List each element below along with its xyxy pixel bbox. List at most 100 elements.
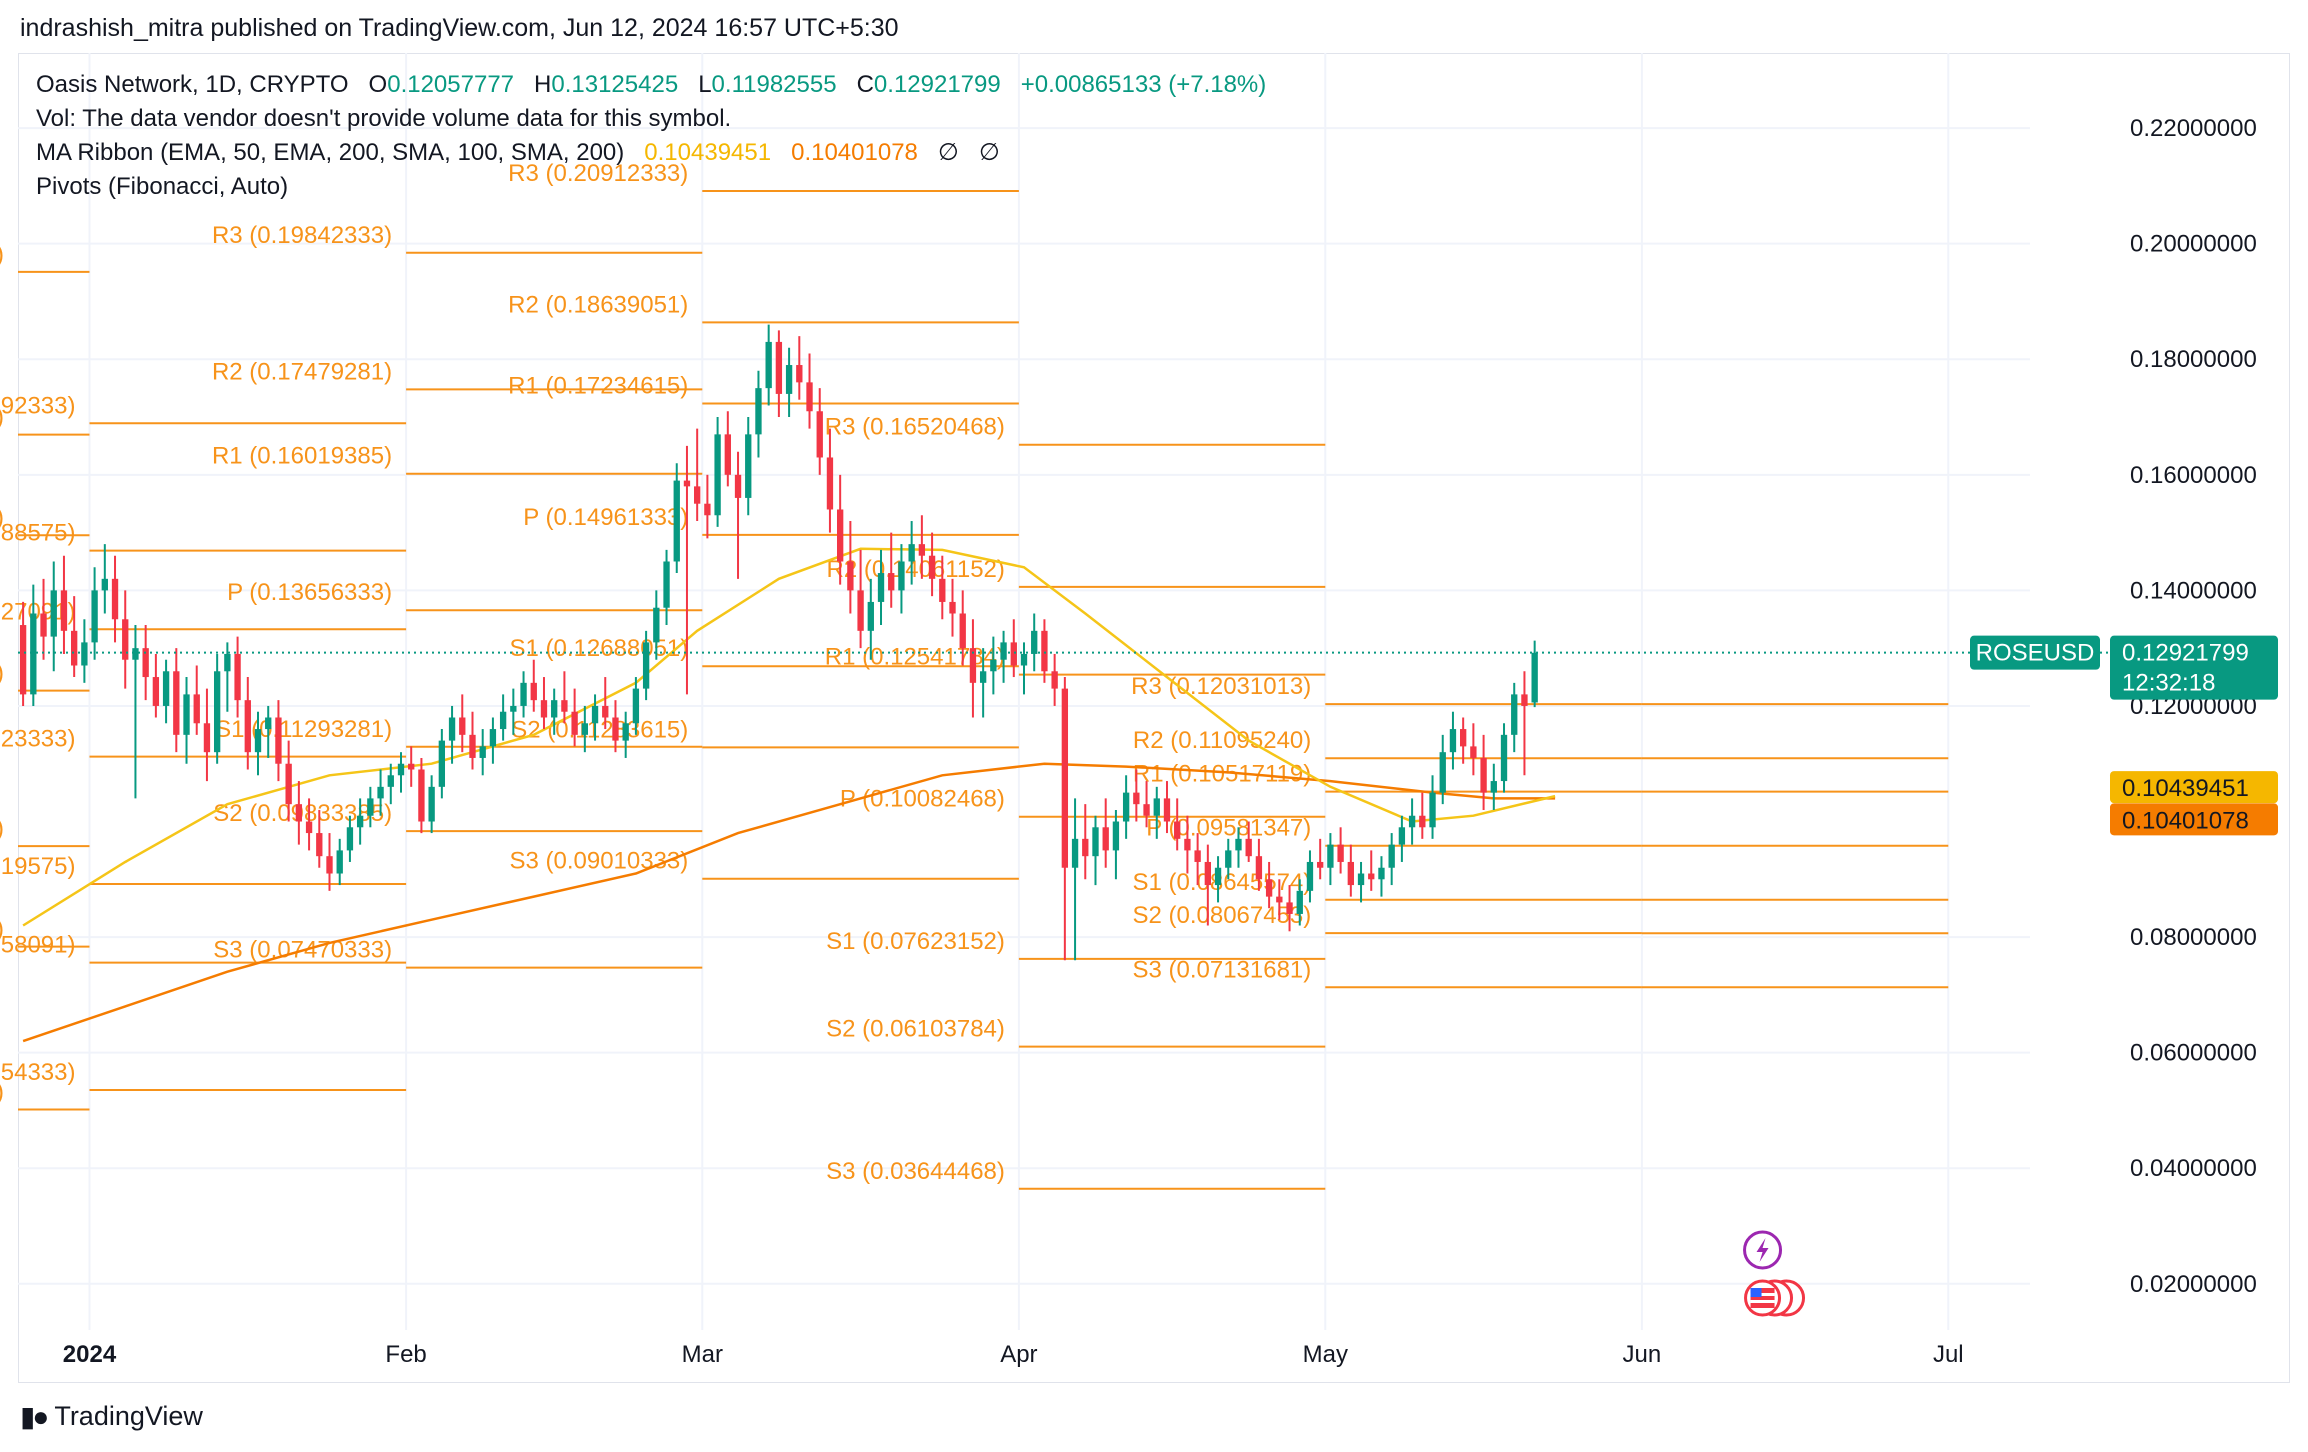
ma-value-tag [2110, 803, 2278, 836]
pivot-label: R2 (0.18639051) [508, 291, 688, 318]
candle-body [806, 382, 813, 412]
candle-body [265, 717, 272, 730]
legend-ma-value-2: 0.10401078 [791, 139, 918, 166]
pivot-label: S1 (0.12688051) [509, 635, 688, 662]
grid-layer [18, 53, 2030, 1330]
candle-body [1194, 850, 1201, 862]
legend-open-label: O [368, 71, 388, 98]
pivot-label: R2 (0.14688575) [0, 520, 75, 547]
candle-body [1143, 804, 1150, 816]
candle-body [81, 642, 88, 666]
candle-body [367, 798, 374, 816]
candle-body [939, 578, 946, 602]
candle-body [663, 561, 670, 608]
pivot-label: R3 (0.16892333) [0, 392, 75, 419]
candle-body [734, 474, 742, 498]
candle-body [1398, 827, 1406, 845]
candle-body [765, 341, 772, 389]
candle-body [1092, 827, 1099, 857]
candle-body [408, 763, 415, 770]
candle-body [1306, 861, 1314, 891]
candle-body [122, 619, 129, 660]
x-tick-label: Mar [682, 1341, 723, 1368]
candle-body [745, 434, 752, 498]
candle-body [979, 671, 987, 683]
us-flag-event-icon [1744, 1279, 1806, 1317]
pivot-label: R3 (0.16520468) [825, 414, 1005, 441]
candle-body [387, 775, 394, 787]
candle-body [724, 434, 731, 475]
y-tick-label: 0.18000000 [2130, 346, 2257, 373]
legend-high-label: H [534, 71, 552, 98]
candle-body [1347, 861, 1354, 886]
chart-legend: Oasis Network, 1D, CRYPTO O0.12057777 H0… [36, 68, 1266, 204]
candle-body [285, 763, 292, 805]
pivot-label: R1 (0.12541784) [825, 644, 1005, 671]
candle-body [1286, 902, 1293, 914]
candle-body [826, 457, 834, 510]
candle-body [1337, 844, 1344, 862]
candle-body [152, 677, 160, 706]
candle-body [591, 705, 599, 724]
pivot-label: P (0.10082468) [840, 786, 1005, 813]
candle-body [632, 688, 640, 724]
candle-body [1112, 821, 1120, 851]
candle-body [530, 682, 537, 701]
pivot-label: S3 (0.03644468) [826, 1158, 1005, 1185]
ema50-line [22, 547, 1556, 927]
legend-ma-label: MA Ribbon (EMA, 50, EMA, 200, SMA, 100, … [36, 139, 625, 166]
pivot-label: 0395) [0, 404, 4, 431]
candle-body [1163, 798, 1171, 822]
candle-body [990, 659, 997, 672]
tradingview-brand[interactable]: ▮● TradingView [20, 1400, 203, 1433]
pivot-label: P (0.09581347) [1146, 815, 1311, 842]
symbol-tag [1970, 635, 2100, 670]
x-tick-label: May [1303, 1341, 1348, 1368]
candle-body [898, 561, 905, 591]
pivot-label: 3939) [0, 504, 4, 531]
candle-body [642, 642, 650, 689]
candle-body [867, 601, 874, 631]
candle-body [213, 671, 221, 753]
symbol-tag-text: ROSEUSD [1976, 640, 2095, 667]
y-tick-label: 0.22000000 [2130, 115, 2257, 142]
candle-body [377, 786, 384, 799]
pivot-label: R3 (0.12031013) [1131, 673, 1311, 700]
ema200-line [22, 762, 1556, 1043]
legend-ma-na-2: ∅ [978, 139, 1000, 166]
pivot-label: S1 (0.11293281) [215, 716, 392, 743]
candle-body [847, 561, 854, 591]
pivot-label: S3 (0.05354333) [0, 1059, 75, 1086]
candle-body [1357, 873, 1365, 886]
chart-frame [18, 53, 2290, 1383]
candle-body [1480, 757, 1487, 793]
lightning-event-icon [1743, 1230, 1783, 1270]
candle-body [561, 700, 568, 712]
candle-body [653, 607, 660, 643]
pivot-layer: .667) 0395) 3939) 667) 3395) 7939) 2667) R3 (0.… [0, 160, 1949, 1190]
legend-symbol: Oasis Network, 1D, CRYPTO [36, 71, 349, 98]
candle-body [1531, 652, 1538, 703]
candle-body [459, 717, 466, 735]
candle-body [224, 653, 231, 672]
candle-body [1225, 850, 1232, 868]
candle-body [305, 821, 313, 834]
candle-body [694, 486, 701, 504]
pivot-label: 7939) [0, 916, 4, 943]
candle-body [581, 723, 588, 735]
candle-body [448, 717, 456, 741]
y-tick-label: 0.20000000 [2130, 231, 2257, 258]
candle-body [1010, 642, 1017, 666]
candle-body [19, 625, 27, 695]
legend-pivots-label: Pivots (Fibonacci, Auto) [36, 173, 289, 200]
candle-body [1235, 838, 1242, 851]
candle-body [785, 365, 793, 394]
candle-body [1204, 861, 1212, 886]
candle-body [356, 815, 364, 828]
y-tick-label: 0.04000000 [2130, 1155, 2257, 1182]
lightning-bolt [1756, 1238, 1769, 1262]
flag-stripe-white [1750, 1300, 1775, 1303]
candle-body [1265, 879, 1273, 897]
candle-body [1122, 792, 1130, 822]
